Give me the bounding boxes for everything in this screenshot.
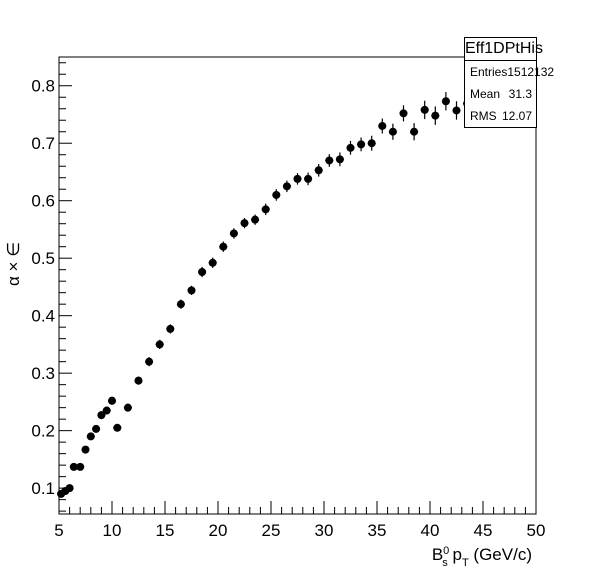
- data-point: [399, 109, 408, 118]
- data-point: [198, 267, 207, 276]
- data-point: [166, 324, 175, 333]
- data-point: [76, 462, 85, 471]
- y-axis: 0.1 0.2 0.3 0.4 0.5 0.6 0.7 0.8: [31, 62, 72, 512]
- data-point: [102, 406, 111, 415]
- stats-label: Mean: [470, 87, 501, 101]
- data-point: [378, 121, 387, 130]
- plot-frame: [58, 56, 537, 515]
- data-point: [97, 411, 106, 420]
- stats-row-entries: Entries 1512132: [465, 61, 554, 83]
- data-point: [108, 396, 116, 405]
- y-tick-label: 0.1: [31, 479, 55, 498]
- y-tick-label: 0.5: [31, 249, 55, 268]
- stats-label: RMS: [470, 109, 497, 123]
- data-point: [282, 182, 291, 191]
- data-point: [410, 127, 419, 136]
- data-point: [304, 174, 313, 183]
- data-point: [187, 286, 196, 295]
- data-point: [441, 97, 450, 106]
- y-tick-label: 0.4: [31, 307, 55, 326]
- data-point: [367, 139, 376, 148]
- data-point: [155, 340, 164, 349]
- stats-box: Eff1DPtHis Entries 1512132 Mean 31.3 RMS…: [464, 37, 554, 128]
- stats-row-rms: RMS 12.07: [465, 105, 536, 127]
- y-tick-label: 0.8: [31, 77, 55, 96]
- x-tick-label: 50: [527, 521, 546, 540]
- stats-row-mean: Mean 31.3: [465, 83, 536, 105]
- stats-value: 1512132: [507, 65, 555, 79]
- x-tick-label: 20: [209, 521, 228, 540]
- x-tick-label: 35: [368, 521, 387, 540]
- data-point: [92, 424, 101, 433]
- data-point: [65, 484, 74, 493]
- data-point: [240, 219, 249, 228]
- data-point: [229, 229, 238, 238]
- data-point: [113, 423, 122, 432]
- data-point: [86, 432, 95, 441]
- data-point: [335, 155, 344, 164]
- data-point: [81, 445, 90, 454]
- data-point: [325, 156, 334, 165]
- stats-value: 31.3: [508, 87, 532, 101]
- data-point: [208, 258, 217, 267]
- y-axis-title: α × ∈: [4, 242, 23, 286]
- data-point: [69, 462, 78, 471]
- y-tick-label: 0.6: [31, 192, 55, 211]
- x-tick-label: 5: [54, 521, 63, 540]
- x-axis-title: B0 s pT (GeV/c): [432, 545, 532, 569]
- stats-value: 12.07: [501, 109, 532, 123]
- stats-label: Entries: [470, 65, 508, 79]
- data-point: [293, 174, 302, 183]
- x-tick-label: 10: [103, 521, 122, 540]
- data-point: [357, 140, 366, 149]
- x-tick-label: 45: [474, 521, 493, 540]
- stats-title: Eff1DPtHis: [465, 38, 543, 61]
- data-point: [388, 127, 397, 136]
- y-tick-label: 0.7: [31, 134, 55, 153]
- x-tick-label: 30: [315, 521, 334, 540]
- data-point: [431, 111, 440, 120]
- y-tick-label: 0.3: [31, 364, 55, 383]
- y-tick-label: 0.2: [31, 422, 55, 441]
- x-tick-label: 15: [156, 521, 175, 540]
- x-tick-label: 40: [421, 521, 440, 540]
- data-point: [272, 190, 281, 199]
- data-point: [145, 357, 154, 366]
- data-point: [134, 376, 143, 385]
- data-points: [57, 89, 482, 498]
- x-tick-label: 25: [262, 521, 281, 540]
- data-point: [176, 300, 185, 309]
- data-point: [123, 403, 132, 412]
- data-point: [261, 205, 270, 214]
- x-axis: 5 10 15 20 25 30 35 40 45 50: [54, 501, 545, 540]
- data-point: [420, 105, 429, 114]
- data-point: [452, 106, 461, 115]
- data-point: [219, 242, 228, 251]
- data-point: [314, 166, 323, 175]
- data-point: [346, 143, 355, 152]
- data-point: [251, 215, 260, 224]
